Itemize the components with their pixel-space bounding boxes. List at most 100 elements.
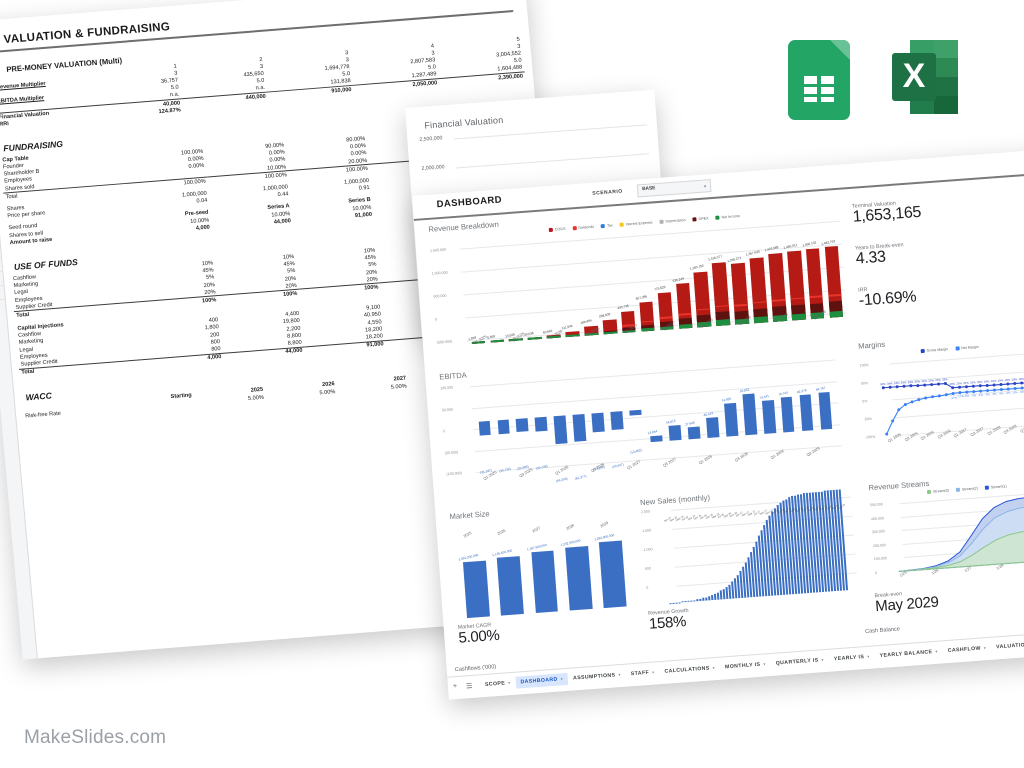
tab-yearly-balance[interactable]: YEARLY BALANCE ▾ <box>874 645 943 662</box>
revenue-breakdown-plot: 1,500,000 1,000,000 500,000 0 (500,000) 1,569… <box>430 216 853 364</box>
bar <box>650 435 663 443</box>
revenue-streams-panel: Revenue Streams Stream(3) Stream(2) Stre… <box>868 469 1024 623</box>
all-sheets-icon[interactable]: ☰ <box>465 682 473 691</box>
point-label: -5% <box>998 391 1004 396</box>
tab-monthly-is[interactable]: MONTHLY IS ▾ <box>720 658 772 674</box>
tab-label: VALUATION <box>996 642 1024 651</box>
bar-value-label: 13,844 <box>647 429 658 436</box>
tab-assumptions[interactable]: ASSUMPTIONS ▾ <box>568 669 627 685</box>
google-sheets-icon[interactable] <box>788 40 850 120</box>
point-label: -17% <box>950 395 958 400</box>
bar <box>497 419 510 434</box>
market-size-panel: Market Size 1,091,200,000 2025 1,136,400,0… <box>449 499 643 647</box>
scenario-dropdown[interactable]: BASE ▾ <box>636 179 712 198</box>
bar <box>565 545 593 611</box>
microsoft-excel-icon[interactable]: X <box>892 40 958 114</box>
point-label: 19% <box>1004 377 1011 383</box>
chevron-down-icon[interactable]: ▾ <box>560 676 564 682</box>
bar <box>678 601 681 603</box>
x-tick: 2025 <box>462 530 473 539</box>
years-to-breakeven-value: 4.33 <box>855 248 887 268</box>
point-label: 20% <box>963 380 969 385</box>
bar-value-label: (64,334) <box>555 476 569 484</box>
point-label: -5% <box>1012 390 1018 395</box>
chevron-down-icon[interactable]: ▾ <box>983 645 987 651</box>
chevron-down-icon: ▾ <box>703 183 707 189</box>
bar-net-income <box>791 313 806 321</box>
revenue-streams-plot: 500,000 400,000 300,000 200,000 100,000 0 1/25… <box>870 488 1024 597</box>
bar <box>599 540 627 609</box>
bar-value-label: 607,356 <box>635 294 648 302</box>
bar-net-income <box>829 310 844 318</box>
point-label: -5% <box>984 392 990 397</box>
legend-item: COGS <box>548 227 566 233</box>
y-tick: 1,000 <box>643 547 653 552</box>
point-label: 19% <box>990 378 997 384</box>
tab-yearly-is[interactable]: YEARLY IS ▾ <box>829 650 876 665</box>
scenario-label: SCENARIO <box>592 188 623 197</box>
chevron-down-icon[interactable]: ▾ <box>651 669 655 675</box>
bar <box>723 402 739 437</box>
chevron-down-icon[interactable]: ▾ <box>712 665 716 671</box>
bar <box>708 596 711 601</box>
bar-value-label: 74,935 <box>720 396 732 403</box>
tab-label: ASSUMPTIONS <box>572 672 616 682</box>
legend-item: Gross Margin <box>920 347 948 354</box>
point-label: -5% <box>964 393 970 399</box>
y-tick: 1,000,000 <box>431 270 448 276</box>
bar <box>516 418 529 433</box>
point-label: 20% <box>976 379 983 384</box>
bar <box>705 597 708 601</box>
chevron-down-icon[interactable]: ▾ <box>507 680 511 686</box>
bar-value-label: 1,150,752 <box>689 264 705 272</box>
x-tick: 2028 <box>565 523 576 532</box>
chevron-down-icon[interactable]: ▾ <box>821 657 825 663</box>
tab-calculations[interactable]: CALCULATIONS ▾ <box>659 662 720 678</box>
bar <box>693 599 696 602</box>
years-to-breakeven-kpi: Years to Break-even 4.33 <box>855 242 905 269</box>
y-tick: 2,000 <box>640 509 650 515</box>
dashboard-inner: DASHBOARD SCENARIO BASE ▾ Revenue Breakd… <box>412 149 1024 700</box>
add-sheet-icon[interactable]: + <box>452 683 458 691</box>
bar-value-label: (30,734) <box>498 466 511 473</box>
point-label: 33% <box>928 378 935 383</box>
tab-label: MONTHLY IS <box>724 661 761 671</box>
bar <box>742 393 757 436</box>
sheet-tabs[interactable]: SCOPE ▾ DASHBOARD ▾ ASSUMPTIONS ▾ STAFF ▾ CALCUL… <box>480 638 1024 691</box>
chevron-down-icon[interactable]: ▾ <box>867 653 870 659</box>
tab-staff[interactable]: STAFF ▾ <box>625 666 660 680</box>
y-tick: 0 <box>443 429 446 434</box>
tab-scope[interactable]: SCOPE ▾ <box>480 677 516 692</box>
tab-valuation[interactable]: VALUATION▾ <box>991 638 1024 654</box>
y-tick: 0 <box>646 585 649 590</box>
app-icons: X <box>788 40 958 120</box>
market-size-plot: 1,091,200,000 2025 1,136,400,000 2026 1,187,… <box>450 511 642 629</box>
point-label: -3% <box>970 393 977 398</box>
tab-quarterly-is[interactable]: QUARTERLY IS ▾ <box>770 654 829 670</box>
terminal-valuation-kpi: Terminal Valuation 1,653,165 <box>852 199 922 227</box>
point-label: -5% <box>1005 390 1011 396</box>
bar-value-label: 1,423,988 <box>764 245 779 253</box>
bar <box>716 592 720 600</box>
tab-label: CASHFLOW <box>947 645 982 654</box>
point-label: 19% <box>997 378 1004 383</box>
dashboard-sheet[interactable]: DASHBOARD SCENARIO BASE ▾ Revenue Breakd… <box>412 149 1024 700</box>
y-tick: 2,000,000 <box>421 164 445 172</box>
chevron-down-icon[interactable]: ▾ <box>618 671 622 678</box>
point-label: -5% <box>1019 389 1024 395</box>
point-label: 34% <box>886 381 893 386</box>
chevron-down-icon[interactable]: ▾ <box>935 648 938 654</box>
y-tick: 1,500 <box>642 528 652 534</box>
chevron-down-icon[interactable]: ▾ <box>763 661 766 667</box>
point-label: 19% <box>1018 376 1024 382</box>
legend-item: Dividends <box>572 225 594 231</box>
tab-cashflow[interactable]: CASHFLOW ▾ <box>942 642 991 658</box>
tab-dashboard[interactable]: DASHBOARD ▾ <box>515 672 569 689</box>
bar <box>687 426 701 440</box>
bar-net-income <box>753 316 768 324</box>
bar <box>761 400 776 434</box>
tab-label: YEARLY BALANCE <box>879 649 933 659</box>
terminal-valuation-value: 1,653,165 <box>852 203 922 226</box>
tab-label: QUARTERLY IS <box>775 657 819 667</box>
